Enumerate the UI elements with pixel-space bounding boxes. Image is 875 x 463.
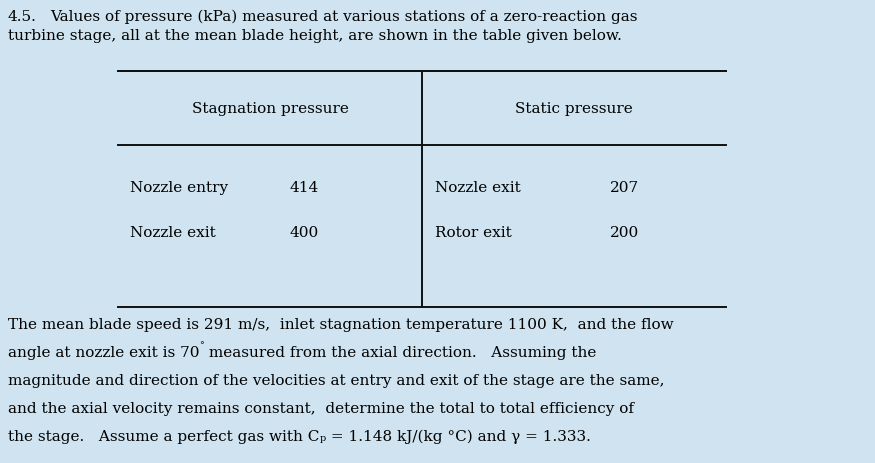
Text: angle at nozzle exit is 70: angle at nozzle exit is 70	[8, 345, 200, 359]
Text: Nozzle entry: Nozzle entry	[130, 181, 228, 194]
Text: the stage.   Assume a perfect gas with C: the stage. Assume a perfect gas with C	[8, 429, 319, 443]
Text: 400: 400	[290, 225, 319, 239]
Text: 4.5.: 4.5.	[8, 10, 37, 24]
Text: Values of pressure (kPa) measured at various stations of a zero-reaction gas: Values of pressure (kPa) measured at var…	[50, 10, 638, 25]
Text: magnitude and direction of the velocities at entry and exit of the stage are the: magnitude and direction of the velocitie…	[8, 373, 664, 387]
Text: Nozzle exit: Nozzle exit	[435, 181, 521, 194]
Text: The mean blade speed is 291 m/s,  inlet stagnation temperature 1100 K,  and the : The mean blade speed is 291 m/s, inlet s…	[8, 317, 674, 332]
Text: Nozzle exit: Nozzle exit	[130, 225, 216, 239]
Text: Static pressure: Static pressure	[515, 102, 633, 116]
Text: 207: 207	[610, 181, 639, 194]
Text: measured from the axial direction.   Assuming the: measured from the axial direction. Assum…	[204, 345, 597, 359]
Text: p: p	[319, 433, 326, 442]
Text: 200: 200	[610, 225, 640, 239]
Text: Rotor exit: Rotor exit	[435, 225, 512, 239]
Text: = 1.148 kJ/(kg °C) and γ = 1.333.: = 1.148 kJ/(kg °C) and γ = 1.333.	[326, 429, 591, 444]
Text: and the axial velocity remains constant,  determine the total to total efficienc: and the axial velocity remains constant,…	[8, 401, 634, 415]
Text: °: °	[200, 340, 204, 349]
Text: 414: 414	[290, 181, 319, 194]
Text: turbine stage, all at the mean blade height, are shown in the table given below.: turbine stage, all at the mean blade hei…	[8, 29, 622, 43]
Text: Stagnation pressure: Stagnation pressure	[192, 102, 348, 116]
